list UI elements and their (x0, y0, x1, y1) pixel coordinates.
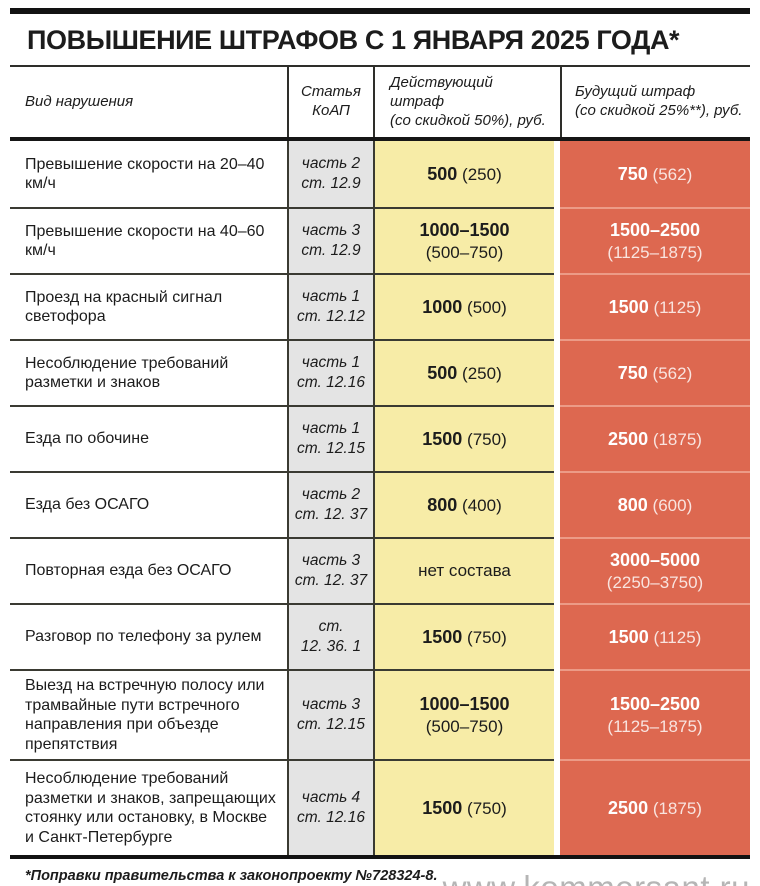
column-gap (554, 141, 560, 208)
violation-cell: Езда без ОСАГО (10, 471, 287, 537)
violation-cell: Проезд на красный сигнал светофора (10, 273, 287, 339)
current-fine-cell: нет состава (375, 537, 554, 604)
column-gap (554, 759, 560, 856)
article-cell: часть 1 ст. 12.16 (287, 339, 375, 406)
article-cell: часть 3 ст. 12.15 (287, 669, 375, 760)
column-gap (554, 405, 560, 472)
table-row: Проезд на красный сигнал светофора часть… (10, 273, 750, 340)
article-cell: часть 3 ст. 12. 37 (287, 537, 375, 604)
violation-cell: Несоблюдение требований разметки и знако… (10, 759, 287, 855)
violation-cell: Разговор по телефону за рулем (10, 603, 287, 669)
table-row: Несоблюдение требований разметки и знако… (10, 759, 750, 856)
column-gap (554, 669, 560, 760)
header-violation: Вид нарушения (25, 92, 134, 110)
article-cell: часть 2 ст. 12.9 (287, 141, 375, 208)
violation-cell: Повторная езда без ОСАГО (10, 537, 287, 603)
future-fine-cell: 1500 (1125) (560, 603, 750, 670)
article-cell: часть 2 ст. 12. 37 (287, 471, 375, 538)
future-fine-cell: 2500 (1875) (560, 405, 750, 472)
page-title: ПОВЫШЕНИЕ ШТРАФОВ С 1 ЯНВАРЯ 2025 ГОДА* (27, 25, 680, 55)
future-fine-cell: 800 (600) (560, 471, 750, 538)
article-cell: часть 4 ст. 12.16 (287, 759, 375, 856)
article-cell: часть 1 ст. 12.12 (287, 273, 375, 340)
table-bottom-rule (10, 855, 750, 860)
watermark: www.kommersant.ru (443, 869, 750, 886)
fines-table-body: Превышение скорости на 20–40 км/ч часть … (10, 141, 750, 856)
table-row: Превышение скорости на 40–60 км/ч часть … (10, 207, 750, 274)
violation-cell: Превышение скорости на 40–60 км/ч (10, 207, 287, 273)
future-fine-cell: 3000–5000 (2250–3750) (560, 537, 750, 604)
current-fine-cell: 1500 (750) (375, 759, 554, 856)
header-future-fine: Будущий штраф (со скидкой 25%**), руб. (560, 67, 750, 138)
table-row: Езда по обочине часть 1 ст. 12.15 1500 (… (10, 405, 750, 472)
column-gap (554, 339, 560, 406)
column-gap (554, 603, 560, 670)
future-fine-cell: 2500 (1875) (560, 759, 750, 856)
current-fine-cell: 800 (400) (375, 471, 554, 538)
table-row: Разговор по телефону за рулем ст. 12. 36… (10, 603, 750, 670)
column-gap (554, 471, 560, 538)
table-row: Езда без ОСАГО часть 2 ст. 12. 37 800 (4… (10, 471, 750, 538)
violation-cell: Выезд на встречную полосу или трамвайные… (10, 669, 287, 759)
table-row: Несоблюдение требований разметки и знако… (10, 339, 750, 406)
header-article: Статья КоАП (287, 67, 375, 138)
current-fine-cell: 1000–1500 (500–750) (375, 207, 554, 274)
future-fine-cell: 750 (562) (560, 339, 750, 406)
table-row: Выезд на встречную полосу или трамвайные… (10, 669, 750, 760)
article-cell: часть 3 ст. 12.9 (287, 207, 375, 274)
footnote-1: *Поправки правительства к законопроекту … (25, 868, 438, 885)
current-fine-cell: 500 (250) (375, 339, 554, 406)
column-gap (554, 207, 560, 274)
table-row: Превышение скорости на 20–40 км/ч часть … (10, 141, 750, 208)
header-current-fine: Действующий штраф (со скидкой 50%), руб. (390, 74, 546, 129)
current-fine-cell: 1000–1500 (500–750) (375, 669, 554, 760)
current-fine-cell: 1500 (750) (375, 405, 554, 472)
top-rule (10, 8, 750, 14)
article-cell: ст. 12. 36. 1 (287, 603, 375, 670)
article-cell: часть 1 ст. 12.15 (287, 405, 375, 472)
future-fine-cell: 1500 (1125) (560, 273, 750, 340)
column-gap (554, 273, 560, 340)
future-fine-cell: 1500–2500 (1125–1875) (560, 669, 750, 760)
current-fine-cell: 1000 (500) (375, 273, 554, 340)
future-fine-cell: 1500–2500 (1125–1875) (560, 207, 750, 274)
footer: *Поправки правительства к законопроекту … (10, 859, 750, 886)
column-gap (554, 537, 560, 604)
footnotes: *Поправки правительства к законопроекту … (25, 866, 437, 886)
current-fine-cell: 1500 (750) (375, 603, 554, 670)
current-fine-cell: 500 (250) (375, 141, 554, 208)
table-row: Повторная езда без ОСАГО часть 3 ст. 12.… (10, 537, 750, 604)
future-fine-cell: 750 (562) (560, 141, 750, 208)
table-header-row: Вид нарушения Статья КоАП Действующий шт… (10, 65, 750, 142)
violation-cell: Езда по обочине (10, 405, 287, 471)
violation-cell: Несоблюдение требований разметки и знако… (10, 339, 287, 405)
violation-cell: Превышение скорости на 20–40 км/ч (25, 155, 265, 193)
